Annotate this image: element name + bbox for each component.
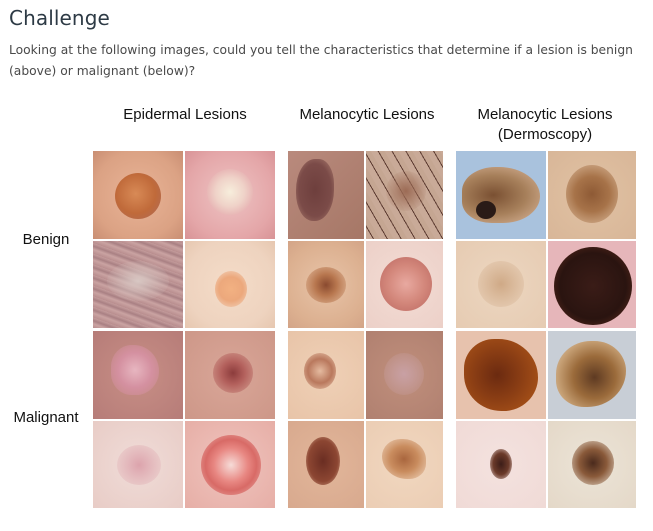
column-label-melanocytic-dermoscopy: Melanocytic Lesions (Dermoscopy) (477, 106, 613, 143)
lesion-image-melanocytic-malignant-3 (288, 421, 364, 508)
lesion-image-epidermal-benign-3 (93, 241, 183, 328)
lesion-image-epidermal-malignant-3 (93, 421, 183, 508)
challenge-description: Looking at the following images, could y… (9, 43, 633, 78)
lesion-image-melanocytic-malignant-1 (288, 331, 364, 419)
lesion-image-epidermal-malignant-4 (185, 421, 275, 508)
lesion-image-dermoscopy-benign-1 (456, 151, 546, 239)
lesion-image-epidermal-malignant-2 (185, 331, 275, 419)
lesion-image-epidermal-benign-4 (185, 241, 275, 328)
lesion-image-dermoscopy-malignant-1 (456, 331, 546, 419)
lesion-image-dermoscopy-malignant-3 (456, 421, 546, 508)
lesion-image-epidermal-malignant-1 (93, 331, 183, 419)
row-label-benign: Benign (22, 231, 70, 248)
lesion-image-dermoscopy-malignant-4 (548, 421, 636, 508)
lesion-image-dermoscopy-malignant-2 (548, 331, 636, 419)
lesion-image-melanocytic-benign-2 (366, 151, 443, 239)
lesion-image-dermoscopy-benign-4 (548, 241, 636, 328)
lesion-image-melanocytic-benign-1 (288, 151, 364, 239)
column-label-melanocytic: Melanocytic Lesions (299, 106, 435, 123)
lesion-image-epidermal-benign-1 (93, 151, 183, 239)
lesion-image-epidermal-benign-2 (185, 151, 275, 239)
lesion-comparison-figure: Epidermal Lesions Melanocytic Lesions Me… (0, 95, 653, 531)
lesion-image-melanocytic-benign-3 (288, 241, 364, 328)
column-label-epidermal: Epidermal Lesions (123, 106, 247, 123)
lesion-image-melanocytic-benign-4 (366, 241, 443, 328)
lesion-image-dermoscopy-benign-2 (548, 151, 636, 239)
lesion-image-dermoscopy-benign-3 (456, 241, 546, 328)
lesion-image-melanocytic-malignant-4 (366, 421, 443, 508)
page-heading: Challenge (9, 6, 110, 30)
lesion-image-melanocytic-malignant-2 (366, 331, 443, 419)
row-label-malignant: Malignant (13, 409, 79, 426)
